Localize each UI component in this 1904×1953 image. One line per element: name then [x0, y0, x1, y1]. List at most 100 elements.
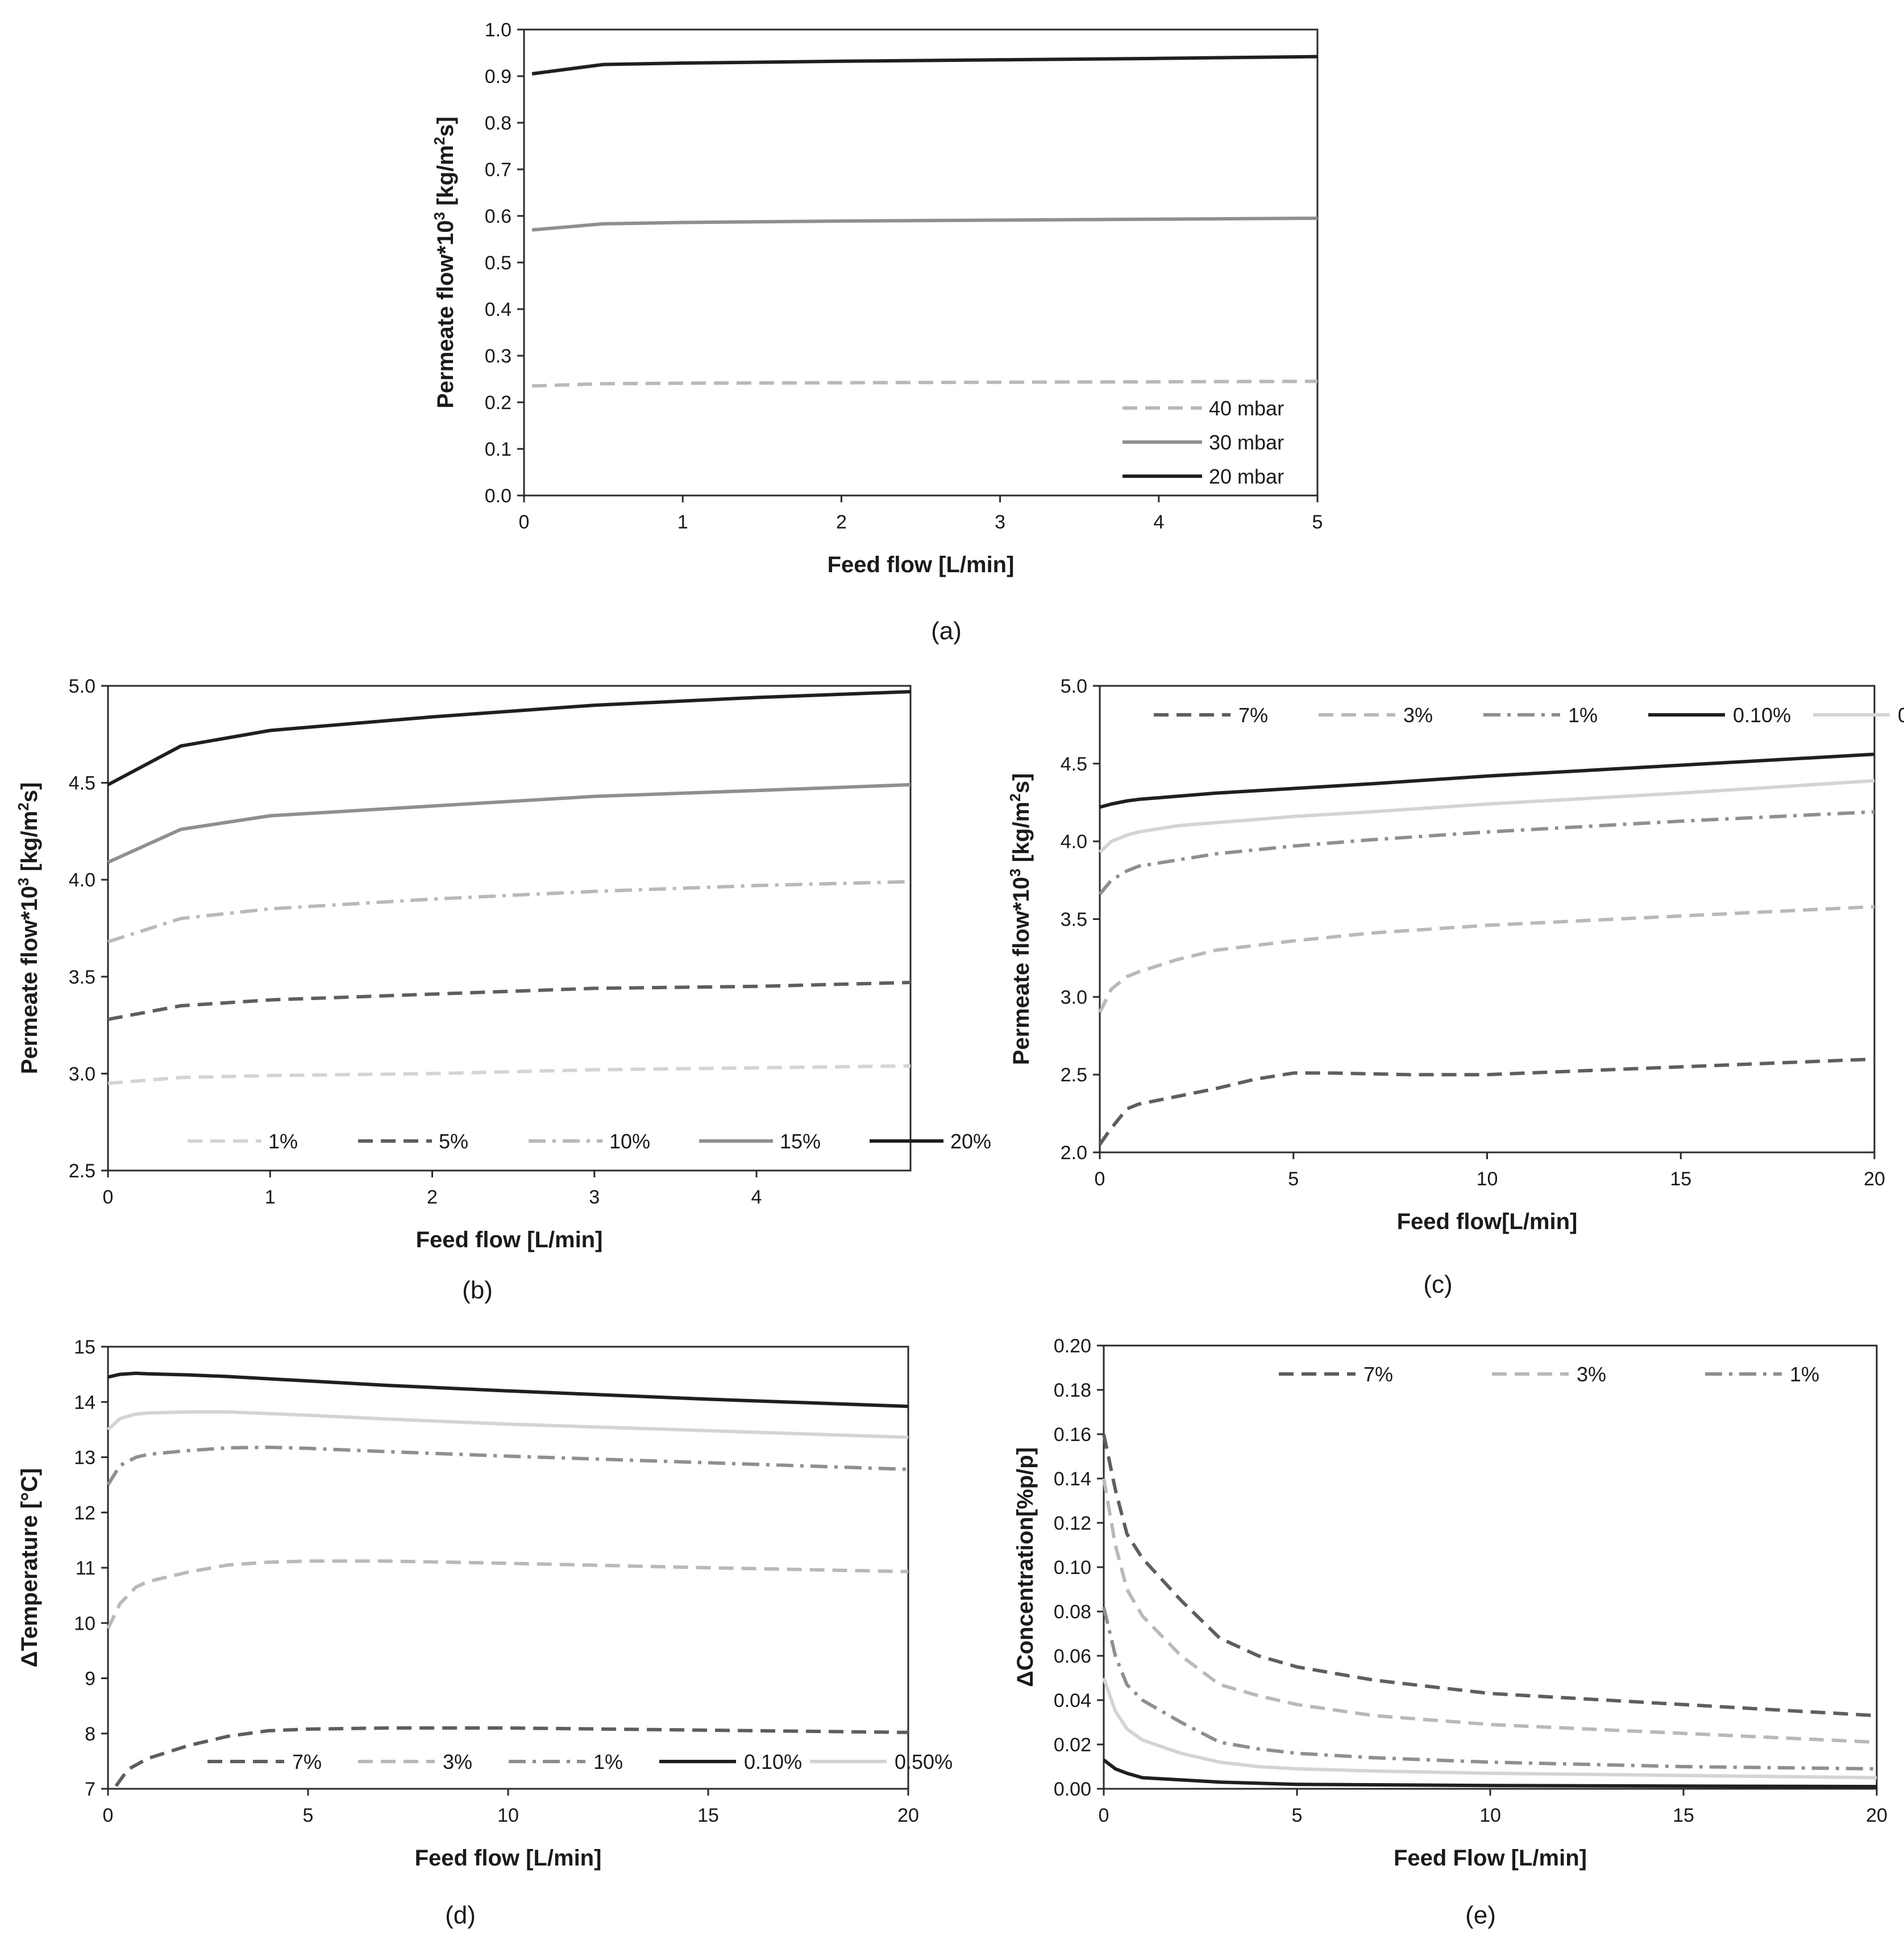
y-axis-title-exponent: 3	[431, 212, 448, 220]
y-tick-label: 4.5	[1061, 753, 1087, 775]
series-line-3-	[1098, 905, 1875, 1014]
series-line-3-	[1102, 1478, 1877, 1744]
x-tick-label: 10	[1479, 1805, 1501, 1826]
legend-label: 3%	[1577, 1363, 1606, 1386]
series-line-1-	[1102, 1606, 1877, 1771]
y-tick-label: 3.0	[1061, 986, 1087, 1008]
series-line-0-10-	[1103, 1758, 1877, 1789]
legend: 7% 3% 1% 0.10% 0.50%	[207, 1750, 953, 1773]
x-tick-label: 4	[751, 1186, 762, 1208]
y-axis-title: Permeate flow*103 [kg/m2s]	[1007, 773, 1034, 1065]
y-tick-label: 7	[85, 1779, 95, 1800]
x-tick-label: 5	[303, 1805, 314, 1826]
y-tick-label: 12	[74, 1502, 95, 1524]
series-line-20-	[107, 690, 911, 786]
y-tick-label: 1.0	[485, 19, 512, 41]
legend-label: 20 mbar	[1209, 465, 1284, 488]
plot-area-frame	[1099, 685, 1876, 1154]
panel-caption: (a)	[931, 617, 962, 645]
x-tick-label: 5	[1288, 1168, 1299, 1190]
series-line-0-50-	[1102, 1677, 1877, 1780]
y-tick-label: 11	[76, 1558, 95, 1579]
legend-label: 20%	[950, 1130, 991, 1153]
series-line-15-	[107, 783, 911, 864]
x-tick-label: 15	[1670, 1168, 1691, 1190]
legend: 7% 3% 1%	[1279, 1363, 1819, 1386]
y-tick-label: 0.18	[1054, 1380, 1091, 1401]
y-tick-label: 5.0	[1061, 676, 1087, 697]
y-axis-title-unit-exponent: 2	[15, 802, 32, 810]
y-tick-label: 0.2	[485, 392, 512, 414]
y-axis-title-end: s]	[17, 782, 42, 803]
series-line-10-	[107, 880, 911, 944]
legend-label: 15%	[780, 1130, 821, 1153]
y-axis-title-main: Permeate flow*10	[433, 220, 458, 409]
legend: 1% 5% 10% 15% 20%	[188, 1130, 991, 1153]
y-tick-label: 3.5	[69, 967, 95, 988]
panel-caption: (e)	[1465, 1901, 1496, 1929]
y-tick-label: 0.20	[1054, 1335, 1091, 1357]
legend-label: 10%	[609, 1130, 650, 1153]
x-axis-title: Feed flow [L/min]	[416, 1227, 603, 1252]
y-tick-label: 9	[85, 1668, 95, 1690]
series-line-40-mbar	[531, 380, 1318, 388]
x-tick-label: 3	[995, 511, 1005, 533]
y-tick-label: 0.16	[1054, 1424, 1091, 1446]
x-axis-title: Feed Flow [L/min]	[1394, 1846, 1587, 1871]
panel-caption: (b)	[462, 1276, 493, 1304]
x-tick-label: 10	[1477, 1168, 1498, 1190]
series-line-5-	[107, 981, 911, 1021]
legend-label: 1%	[593, 1750, 623, 1773]
x-tick-label: 1	[265, 1186, 276, 1208]
legend: 7% 3% 1% 0.10% 0.50%	[1154, 703, 1904, 727]
y-tick-label: 0.14	[1054, 1468, 1091, 1490]
y-tick-label: 0.8	[485, 113, 512, 134]
x-tick-label: 2	[427, 1186, 438, 1208]
y-axis-title-main: ΔTemperature [°C]	[17, 1468, 42, 1668]
series-line-7-	[114, 1726, 909, 1787]
y-axis-title: ΔConcentration[%p/p]	[1013, 1447, 1038, 1687]
chart-panel-c: 2.0 2.5 3.0 3.5 4.0 4.5 5.0 0 5 10 15 20 7% 3% 1% 0.10%…	[1007, 676, 1904, 1298]
x-tick-label: 15	[1673, 1805, 1694, 1826]
y-axis-title-unit: [kg/m	[17, 811, 42, 878]
y-axis-title-unit: [kg/m	[433, 145, 458, 212]
y-axis-title-exponent: 3	[15, 878, 32, 886]
chart-panel-d: 7 8 9 10 11 12 13 14 15 0 5 10 15 20 7% 3% 1% 0.10% 0.50% F…	[17, 1336, 953, 1929]
y-axis-title-end: s]	[433, 116, 458, 137]
x-tick-label: 4	[1153, 511, 1164, 533]
y-tick-label: 0.1	[485, 439, 512, 460]
y-axis-title-main: Permeate flow*10	[17, 886, 42, 1074]
y-tick-label: 3.5	[1061, 909, 1087, 931]
x-tick-label: 0	[519, 511, 530, 533]
x-axis-title: Feed flow [L/min]	[415, 1846, 602, 1871]
legend-label: 30 mbar	[1209, 431, 1284, 454]
legend-label: 7%	[1238, 703, 1268, 727]
legend-label: 1%	[1790, 1363, 1819, 1386]
x-tick-label: 10	[497, 1805, 519, 1826]
y-tick-label: 0.04	[1054, 1690, 1091, 1712]
x-tick-label: 0	[103, 1805, 114, 1826]
series-line-0-50-	[1098, 778, 1875, 853]
legend-label: 0.10%	[744, 1750, 802, 1773]
y-axis-title: Permeate flow*103 [kg/m2s]	[15, 782, 42, 1075]
series-line-7-	[1098, 1057, 1875, 1146]
x-tick-label: 0	[103, 1186, 114, 1208]
x-tick-label: 5	[1312, 511, 1323, 533]
y-tick-label: 0.06	[1054, 1646, 1091, 1667]
legend-label: 0.50%	[1898, 703, 1904, 727]
y-axis-title-main: ΔConcentration[%p/p]	[1013, 1447, 1038, 1687]
plot-area-frame	[523, 28, 1319, 497]
legend-label: 3%	[443, 1750, 472, 1773]
panel-caption: (d)	[445, 1901, 476, 1929]
x-tick-label: 3	[589, 1186, 600, 1208]
y-tick-label: 0.02	[1054, 1734, 1091, 1756]
y-tick-label: 0.9	[485, 66, 512, 88]
plot-area-frame	[1103, 1344, 1878, 1790]
plot-area-frame	[107, 685, 912, 1172]
x-axis-title: Feed flow [L/min]	[828, 552, 1015, 577]
y-axis-title-unit: [kg/m	[1009, 802, 1034, 869]
y-tick-label: 0.08	[1054, 1601, 1091, 1623]
x-tick-label: 20	[1864, 1168, 1885, 1190]
legend-label: 1%	[268, 1130, 298, 1153]
x-tick-label: 15	[697, 1805, 719, 1826]
